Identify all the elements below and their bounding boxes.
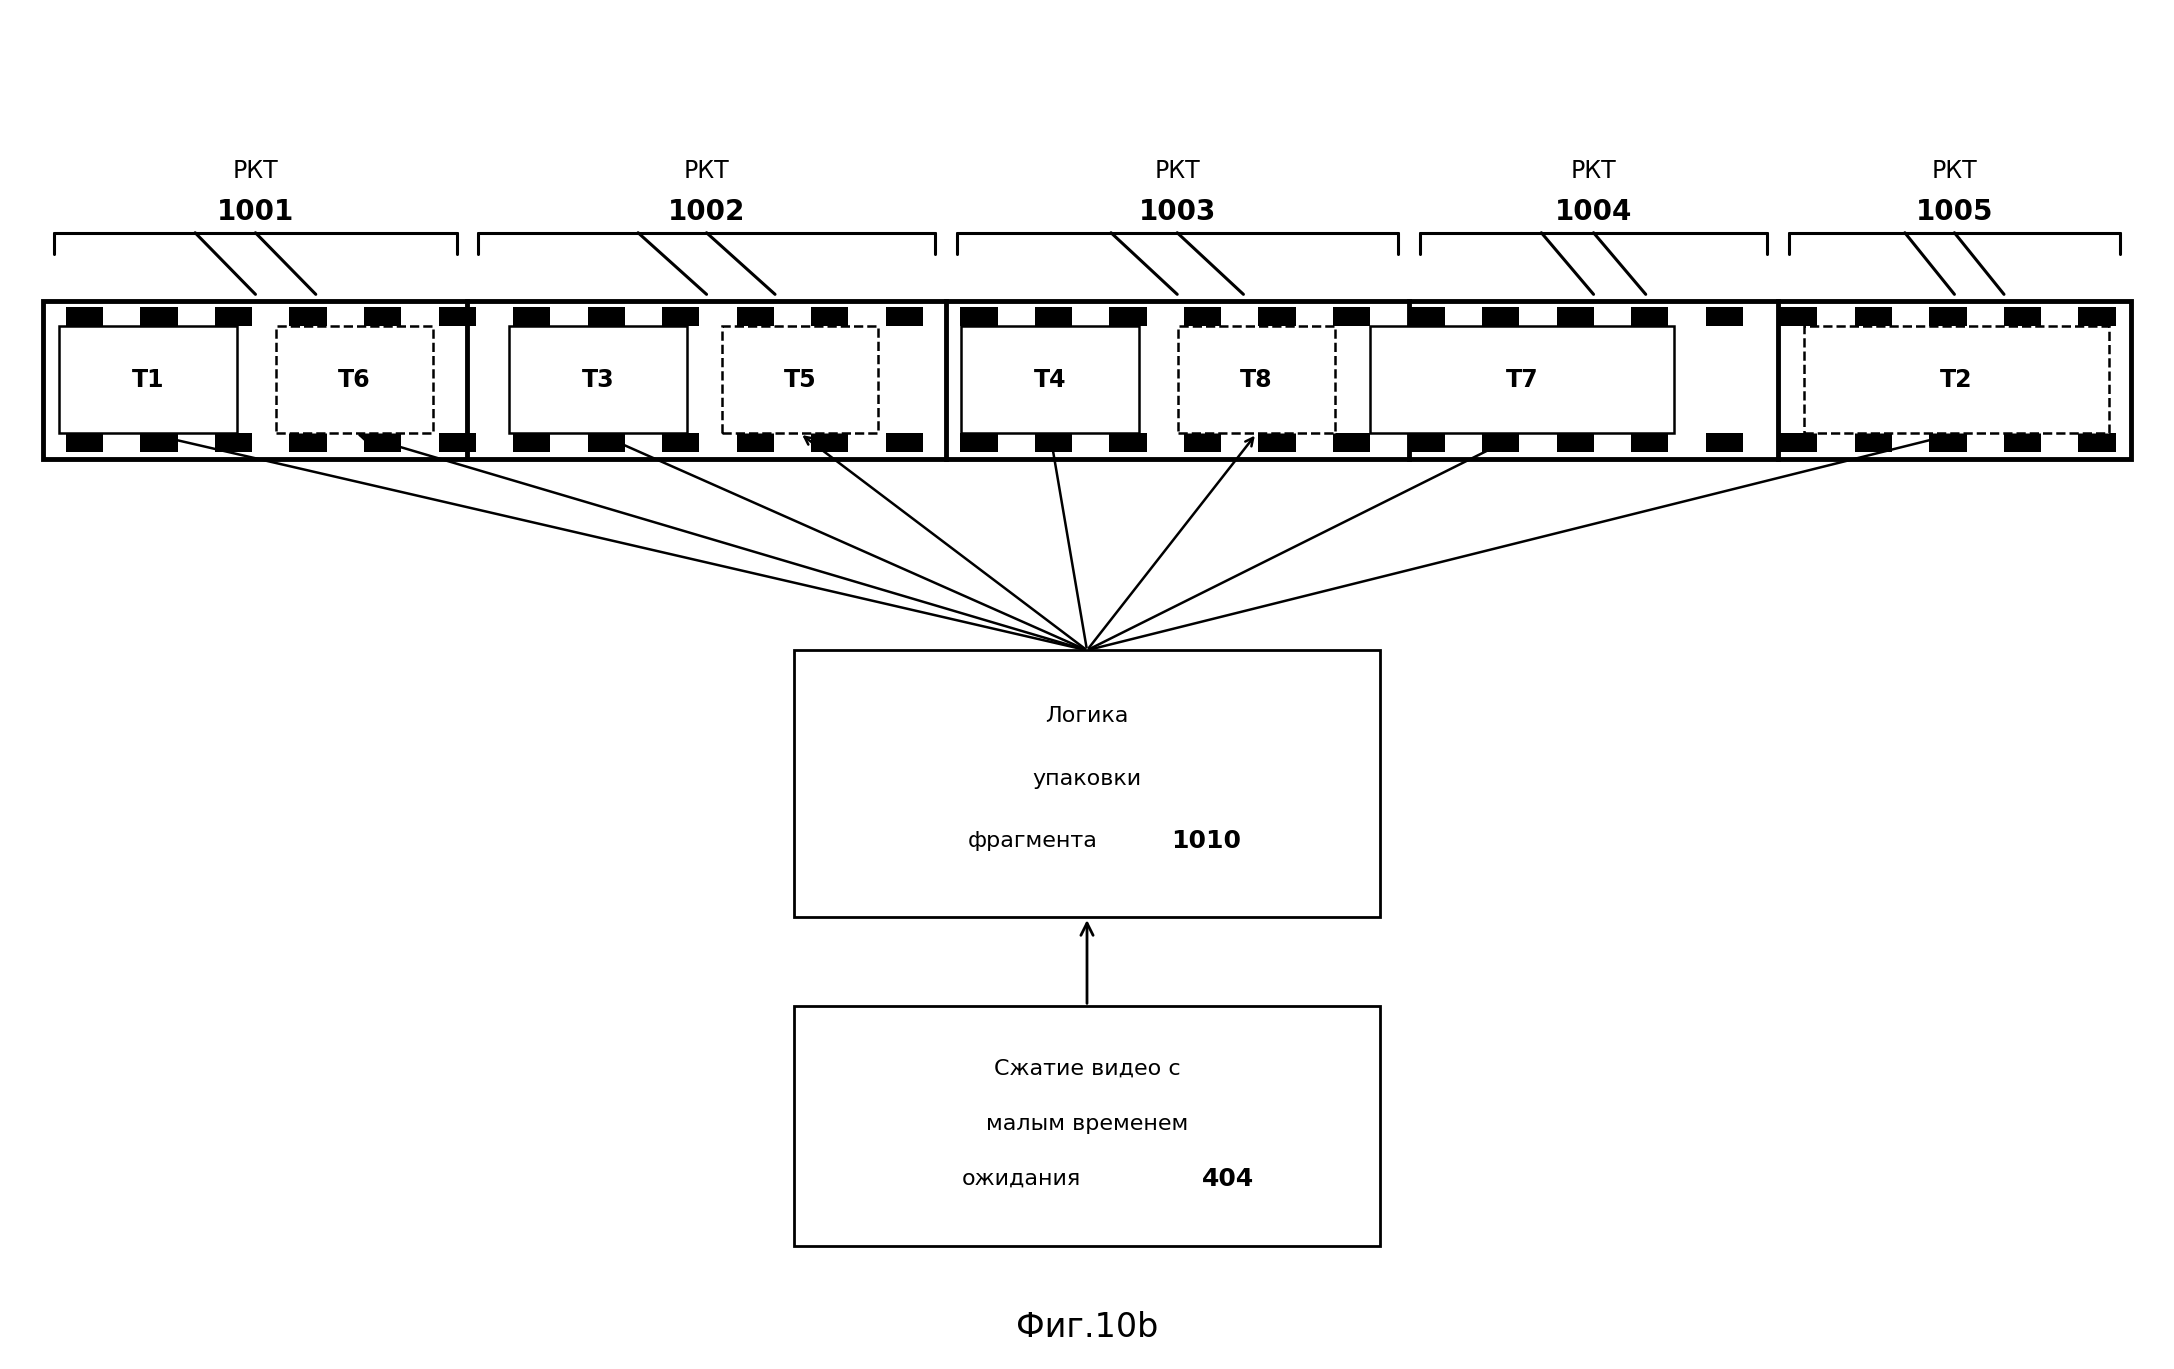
Bar [141, 434, 178, 452]
Text: Сжатие видео с: Сжатие видео с [994, 1058, 1180, 1079]
Bar [65, 308, 102, 326]
Text: РКТ: РКТ [233, 159, 278, 183]
Bar [1370, 326, 1674, 434]
Bar [2078, 308, 2115, 326]
Bar [215, 308, 252, 326]
Bar [289, 308, 326, 326]
Bar [961, 308, 998, 326]
Bar [1035, 308, 1072, 326]
Text: 1002: 1002 [667, 199, 746, 226]
Bar [885, 434, 924, 452]
Text: РКТ: РКТ [1154, 159, 1200, 183]
Text: РКТ: РКТ [1570, 159, 1617, 183]
Bar [1109, 308, 1146, 326]
Text: ожидания: ожидания [963, 1169, 1080, 1188]
Bar [65, 434, 102, 452]
Bar [276, 326, 433, 434]
Bar [1854, 308, 1891, 326]
Bar [737, 308, 774, 326]
Bar [43, 301, 2131, 459]
Text: T1: T1 [133, 368, 163, 392]
Text: 1004: 1004 [1554, 199, 1633, 226]
Bar [1707, 308, 1744, 326]
Bar [215, 434, 252, 452]
Bar [509, 326, 687, 434]
Text: T5: T5 [783, 368, 817, 392]
Bar [289, 434, 326, 452]
Bar [1259, 434, 1296, 452]
Bar [1035, 434, 1072, 452]
Bar [1483, 308, 1520, 326]
Bar [811, 308, 848, 326]
Text: упаковки: упаковки [1033, 768, 1141, 789]
Bar [1109, 434, 1146, 452]
Bar [439, 434, 476, 452]
Bar [1333, 434, 1370, 452]
Bar [663, 434, 700, 452]
Bar [737, 434, 774, 452]
Bar [961, 434, 998, 452]
Text: 1005: 1005 [1915, 199, 1994, 226]
Bar [587, 308, 624, 326]
Bar [1630, 308, 1667, 326]
Bar [1557, 308, 1594, 326]
Bar [1707, 434, 1744, 452]
Bar [1185, 434, 1222, 452]
Text: T3: T3 [580, 368, 615, 392]
Text: T7: T7 [1504, 368, 1539, 392]
Text: малым временем: малым временем [985, 1113, 1189, 1134]
Bar [587, 434, 624, 452]
Bar [1557, 434, 1594, 452]
Bar [1407, 308, 1446, 326]
Text: РКТ: РКТ [1931, 159, 1978, 183]
Text: Логика: Логика [1046, 706, 1128, 726]
Bar [794, 650, 1380, 917]
Text: фрагмента: фрагмента [967, 831, 1098, 852]
Bar [722, 326, 878, 434]
Bar [513, 308, 550, 326]
Bar [439, 308, 476, 326]
Bar [794, 1006, 1380, 1246]
Bar [2004, 308, 2041, 326]
Text: Фиг.10b: Фиг.10b [1015, 1312, 1159, 1344]
Text: T4: T4 [1035, 368, 1065, 392]
Text: 1010: 1010 [1172, 830, 1241, 853]
Bar [363, 434, 402, 452]
Text: 1003: 1003 [1139, 199, 1215, 226]
Bar [1804, 326, 2109, 434]
Bar [1185, 308, 1222, 326]
Bar [1854, 434, 1891, 452]
Bar [1781, 434, 1817, 452]
Bar [663, 308, 700, 326]
Bar [2004, 434, 2041, 452]
Bar [141, 308, 178, 326]
Bar [1407, 434, 1446, 452]
Bar [1928, 434, 1967, 452]
Bar [1928, 308, 1967, 326]
Bar [885, 308, 924, 326]
Bar [1483, 434, 1520, 452]
Text: T6: T6 [337, 368, 372, 392]
Text: 404: 404 [1202, 1166, 1254, 1191]
Bar [1259, 308, 1296, 326]
Bar [1333, 308, 1370, 326]
Bar [961, 326, 1139, 434]
Bar [513, 434, 550, 452]
Text: T2: T2 [1941, 368, 1972, 392]
Bar [2078, 434, 2115, 452]
Text: РКТ: РКТ [683, 159, 730, 183]
Text: T8: T8 [1239, 368, 1274, 392]
Bar [811, 434, 848, 452]
Text: 1001: 1001 [217, 199, 293, 226]
Bar [1630, 434, 1667, 452]
Bar [59, 326, 237, 434]
Bar [1178, 326, 1335, 434]
Bar [1781, 308, 1817, 326]
Bar [363, 308, 402, 326]
